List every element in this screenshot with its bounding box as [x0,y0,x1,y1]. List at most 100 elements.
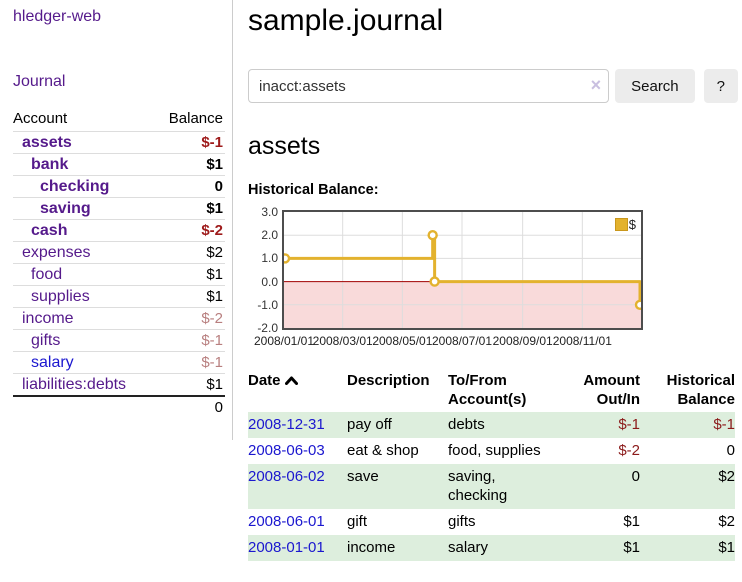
transaction-description: income [347,535,448,561]
account-link-liabilities-debts[interactable]: liabilities:debts [22,376,127,393]
register-table: Date Description To/From Account(s) Amou… [248,369,735,561]
transaction-amount: $1 [623,513,640,530]
transaction-accounts: food, supplies [448,442,541,459]
app-title-link[interactable]: hledger-web [13,8,102,25]
account-row-food: food $1 [13,263,225,286]
page-title: sample.journal [248,4,444,37]
account-link-salary[interactable]: salary [31,354,74,371]
register-row: 2008-01-01 income salary $1 $1 [248,535,735,561]
transaction-balance: $1 [640,535,735,561]
account-row-saving: saving $1 [13,197,225,220]
y-tick-label: 0.0 [261,274,278,289]
account-balance: $-2 [154,307,225,330]
chart-plot-area: $ [282,210,643,330]
account-row-income: income $-2 [13,307,225,330]
account-row-supplies: supplies $1 [13,285,225,308]
sort-ascending-icon [284,371,298,390]
transaction-balance: $2 [640,464,735,509]
y-tick-label: 1.0 [261,251,278,266]
register-col-accounts: To/From Account(s) [448,372,527,408]
transaction-amount: $-1 [560,412,640,438]
register-col-balance: Historical Balance [666,372,735,408]
transaction-date-link[interactable]: 2008-06-02 [248,468,325,485]
account-balance: $-2 [154,219,225,242]
chart-title: Historical Balance: [248,182,379,198]
account-row-gifts: gifts $-1 [13,329,225,352]
register-col-date[interactable]: Date [248,369,347,412]
account-balance: $1 [154,153,225,176]
transaction-description: save [347,464,448,509]
account-balance: $1 [154,373,225,396]
transaction-description: eat & shop [347,442,419,459]
transaction-description: pay off [347,412,448,438]
chart-legend: $ [614,217,636,232]
account-balance: $1 [154,197,225,220]
register-col-description: Description [347,372,430,389]
register-row: 2008-12-31 pay off debts $-1 $-1 [248,412,735,438]
accounts-header-row: Account Balance [13,107,225,132]
register-row: 2008-06-03 eat & shop food, supplies $-2… [248,438,735,464]
transaction-amount: $1 [560,535,640,561]
account-link-checking[interactable]: checking [40,178,110,195]
y-tick-label: 2.0 [261,228,278,243]
x-tick-label: 2008/07/01 [431,334,493,348]
account-row-bank: bank $1 [13,153,225,176]
account-balance: $1 [154,263,225,286]
account-link-expenses[interactable]: expenses [22,244,91,261]
accounts-col-balance: Balance [168,110,223,127]
account-link-gifts[interactable]: gifts [31,332,61,349]
transaction-date-link[interactable]: 2008-06-03 [248,442,325,459]
transaction-date-link[interactable]: 2008-01-01 [248,539,325,556]
search-form: × Search ? [248,69,738,103]
transaction-amount: $-2 [618,442,640,459]
y-tick-label: -2.0 [257,321,278,335]
x-tick-label: 2008/11/01 [552,334,612,348]
account-link-food[interactable]: food [31,266,63,283]
transaction-date-link[interactable]: 2008-12-31 [248,416,325,433]
account-row-expenses: expenses $2 [13,241,225,264]
x-tick-label: 2008/05/01 [372,334,433,348]
account-link-income[interactable]: income [22,310,74,327]
transaction-balance: 0 [726,442,735,459]
help-button[interactable]: ? [703,69,738,103]
transaction-amount: 0 [560,464,640,509]
y-tick-label: -1.0 [257,297,278,312]
account-row-liabilities-debts: liabilities:debts $1 [13,373,225,396]
transaction-balance: $-1 [640,412,735,438]
accounts-col-account: Account [13,110,68,127]
account-balance: $-1 [154,351,225,374]
account-balance: $2 [154,241,225,264]
transaction-accounts: salary [448,535,560,561]
x-tick-label: 2008/09/01 [492,334,553,348]
x-tick-label: 2008/01/01 [253,334,315,348]
search-input[interactable] [248,69,610,103]
sidebar: hledger-web Journal Account Balance asse… [0,0,233,440]
account-link-assets[interactable]: assets [22,134,72,151]
historical-balance-chart: 3.0 2.0 1.0 0.0 -1.0 -2.0 $ 2008/01/01 2008/03… [248,205,738,350]
account-link-supplies[interactable]: supplies [31,288,90,305]
account-balance: $1 [154,285,225,308]
account-row-assets: assets $-1 [13,131,225,154]
legend-swatch-icon [614,218,628,231]
account-heading: assets [248,132,321,160]
transaction-balance: $2 [718,513,735,530]
transaction-date-link[interactable]: 2008-06-01 [248,513,325,530]
account-link-bank[interactable]: bank [31,156,69,173]
legend-label: $ [628,217,636,232]
account-balance: $-1 [154,329,225,352]
search-button[interactable]: Search [615,69,695,103]
x-tick-label: 2008/03/01 [312,334,373,348]
transaction-accounts: gifts [448,513,476,530]
register-row: 2008-06-01 gift gifts $1 $2 [248,509,735,535]
account-link-cash[interactable]: cash [31,222,68,239]
account-balance: 0 [154,175,225,198]
sidebar-item-journal[interactable]: Journal [13,73,66,90]
account-row-salary: salary $-1 [13,351,225,374]
register-row: 2008-06-02 save saving, checking 0 $2 [248,464,735,509]
transaction-description: gift [347,513,368,530]
register-header-row: Date Description To/From Account(s) Amou… [248,369,735,412]
clear-search-icon[interactable]: × [590,75,602,95]
accounts-table: Account Balance assets $-1 bank $1 check… [13,107,225,418]
transaction-accounts: debts [448,412,560,438]
account-link-saving[interactable]: saving [40,200,91,217]
